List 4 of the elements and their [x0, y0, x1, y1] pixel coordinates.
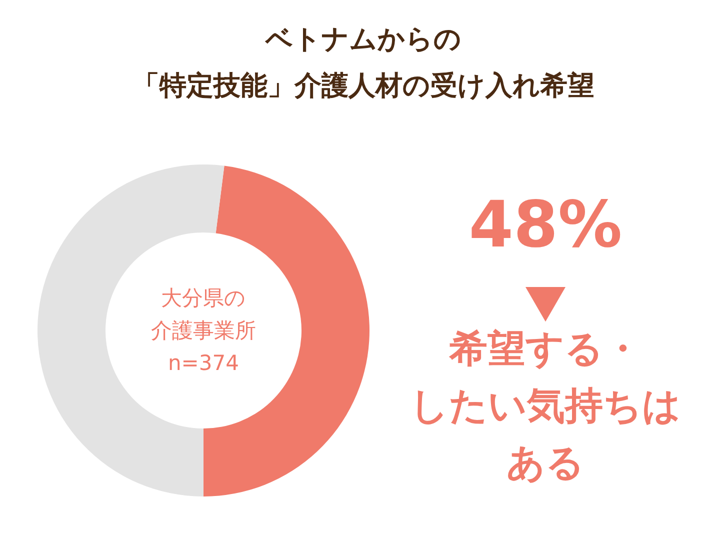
- chart-title: ベトナムからの「特定技能」介護人材の受け入れ希望: [132, 24, 594, 102]
- legend-label: 希望する・したい気持ちはある: [410, 326, 681, 485]
- text: 大分県の介護事業所 n=374: [151, 286, 256, 375]
- data-label: 48%: [468, 188, 622, 262]
